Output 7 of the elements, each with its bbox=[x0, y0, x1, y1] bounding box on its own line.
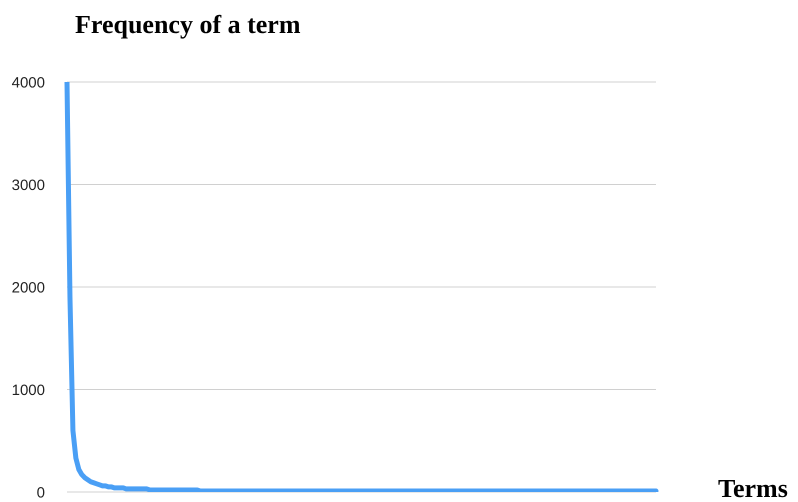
chart-title: Frequency of a term bbox=[75, 10, 301, 40]
y-tick-label: 0 bbox=[36, 484, 45, 502]
y-tick-label: 4000 bbox=[12, 74, 45, 92]
y-tick-label: 3000 bbox=[12, 176, 45, 194]
x-axis-title: Terms bbox=[718, 474, 788, 502]
y-tick-label: 2000 bbox=[12, 279, 45, 296]
y-tick-label: 1000 bbox=[12, 382, 45, 399]
